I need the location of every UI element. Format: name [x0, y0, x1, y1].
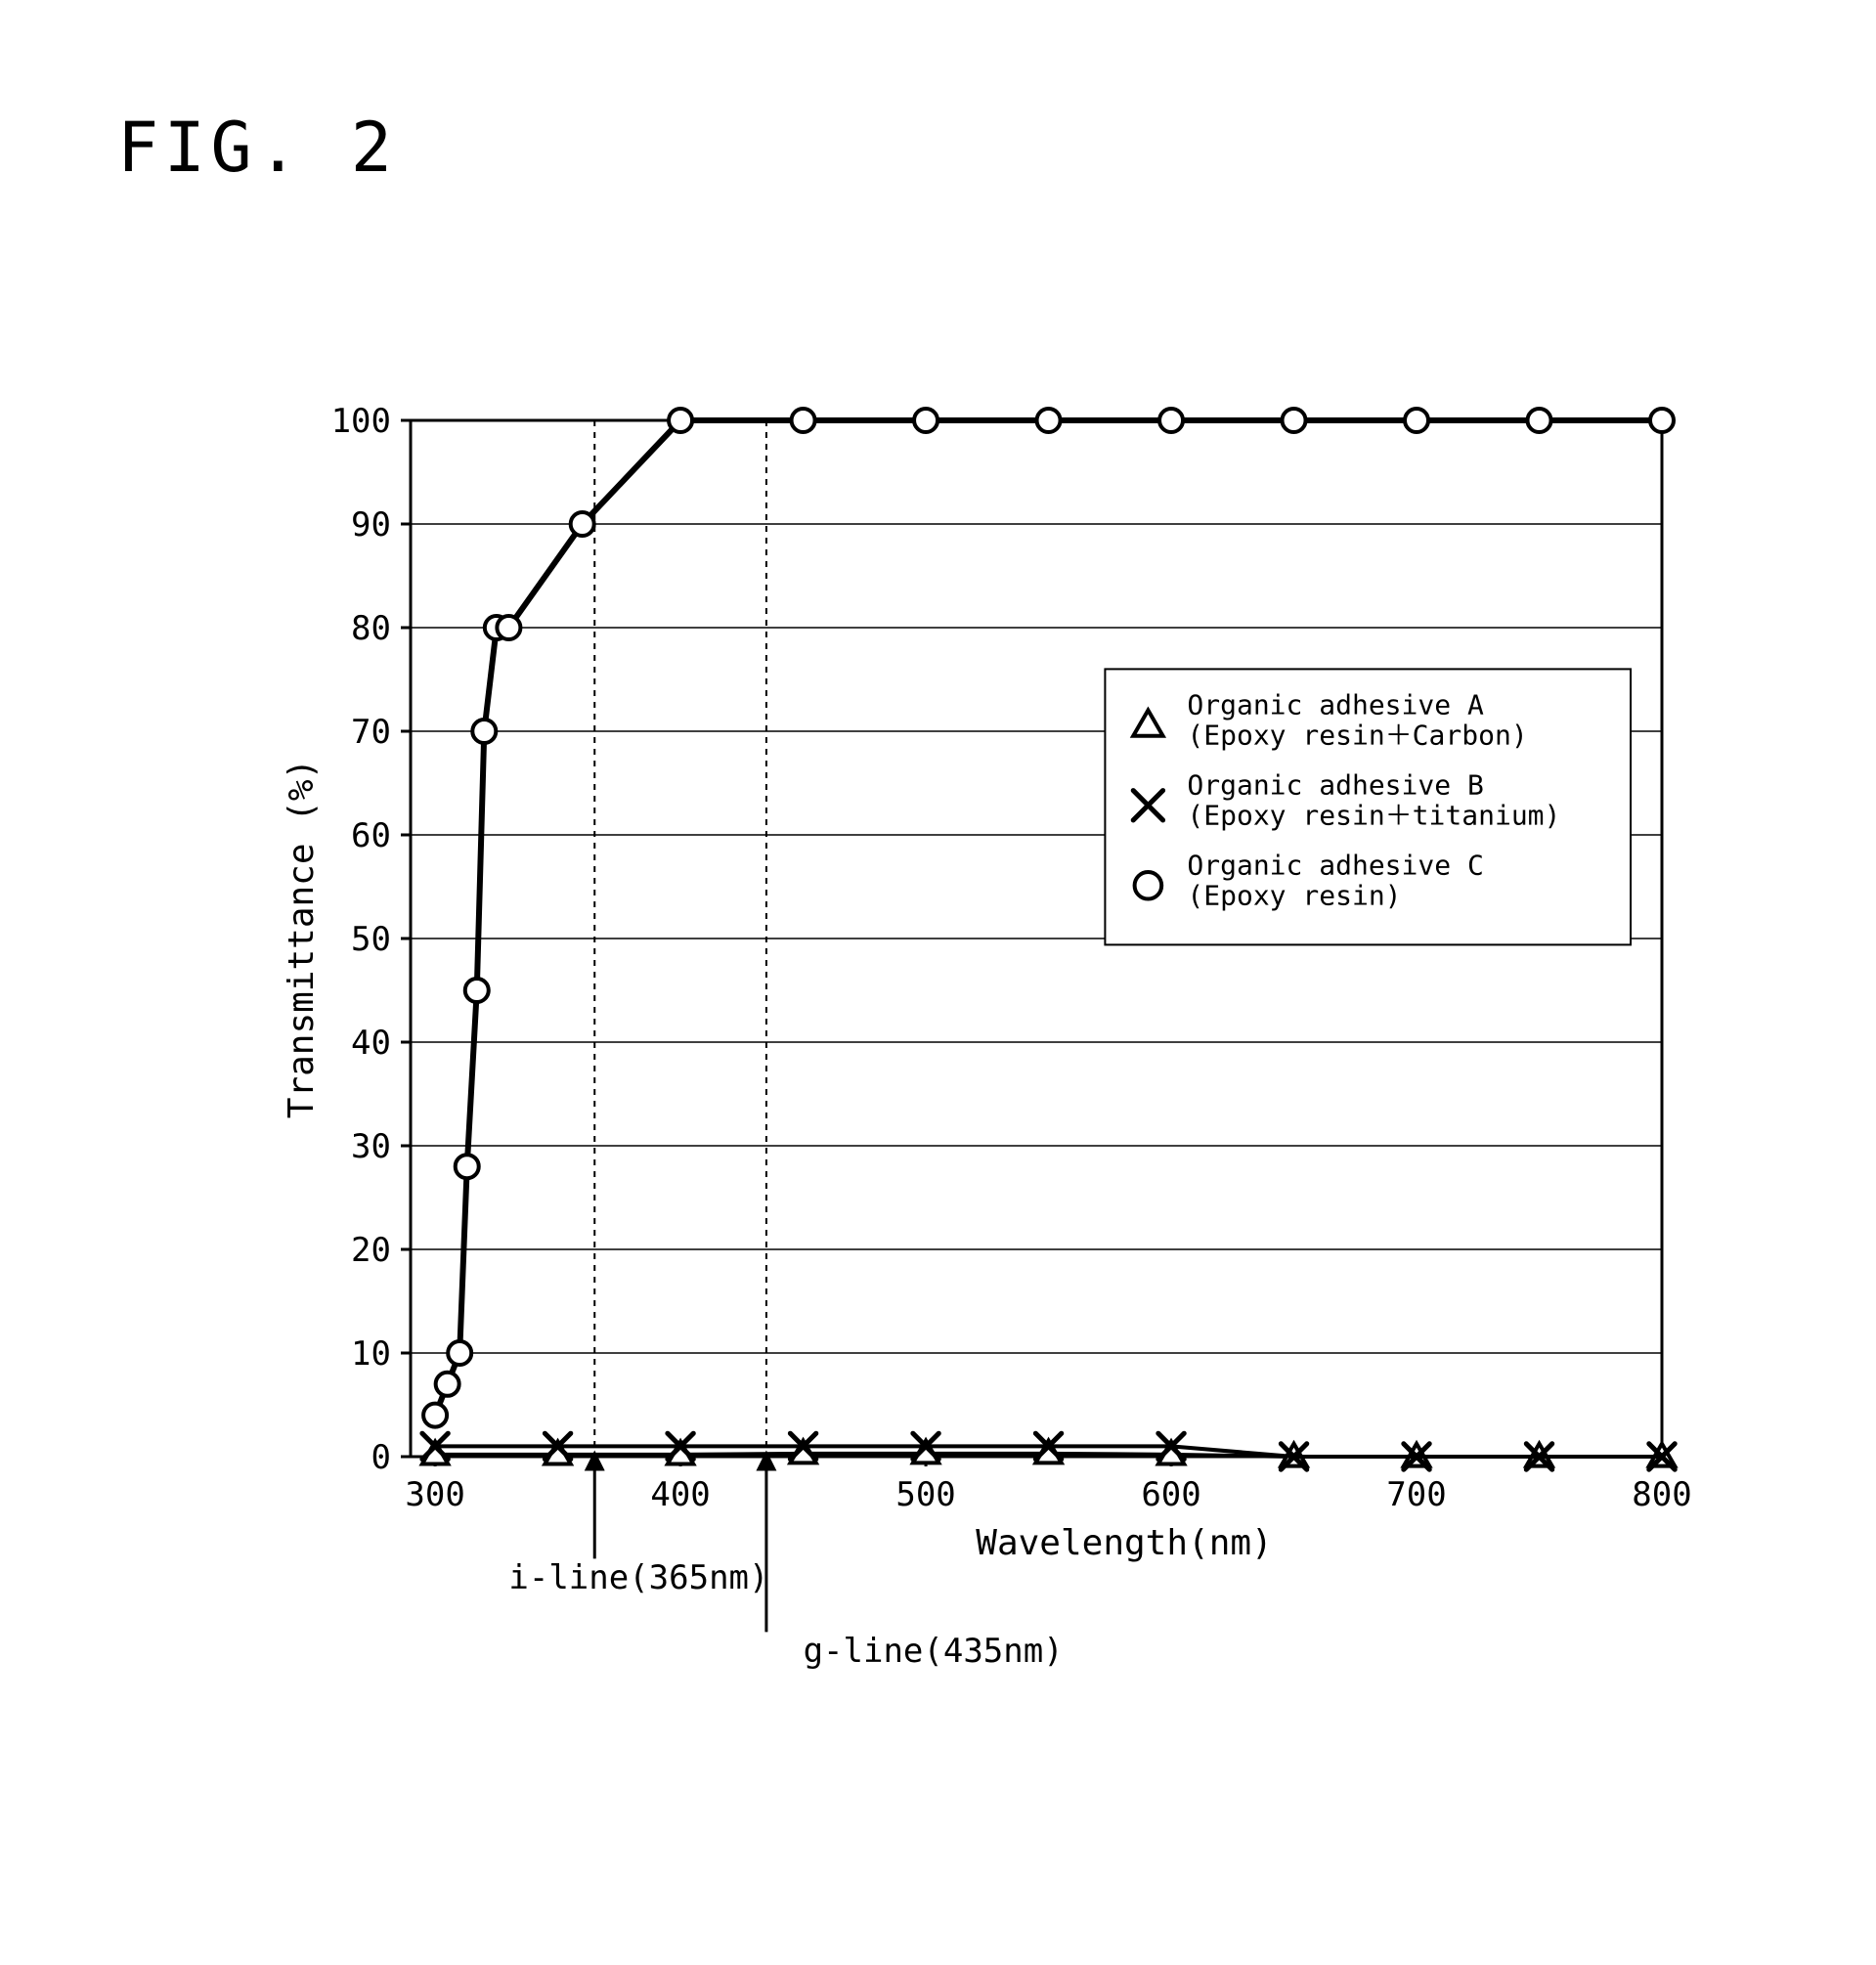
svg-text:Transmittance (%): Transmittance (%) [282, 759, 322, 1118]
svg-text:(Epoxy resin＋Carbon): (Epoxy resin＋Carbon) [1187, 720, 1527, 752]
svg-text:Organic adhesive A: Organic adhesive A [1187, 688, 1484, 720]
svg-text:40: 40 [351, 1024, 391, 1063]
svg-text:400: 400 [650, 1475, 710, 1514]
svg-text:700: 700 [1386, 1475, 1446, 1514]
svg-text:(Epoxy resin): (Epoxy resin) [1187, 880, 1401, 912]
svg-text:60: 60 [351, 816, 391, 855]
svg-text:0: 0 [371, 1438, 391, 1477]
figure-label: FIG. 2 [117, 108, 397, 188]
svg-text:600: 600 [1141, 1475, 1200, 1514]
svg-text:(Epoxy resin＋titanium): (Epoxy resin＋titanium) [1187, 800, 1560, 832]
legend: Organic adhesive A(Epoxy resin＋Carbon) Or… [1105, 669, 1631, 944]
svg-text:50: 50 [351, 920, 391, 959]
transmittance-chart: 300 400 500 600 700 800 Wavelength(nm) 0 10 20 30 4… [196, 381, 1701, 1789]
svg-text:800: 800 [1632, 1475, 1691, 1514]
svg-text:Organic adhesive B: Organic adhesive B [1187, 768, 1483, 801]
svg-text:Wavelength(nm): Wavelength(nm) [976, 1523, 1272, 1563]
svg-text:g-line(435nm): g-line(435nm) [804, 1632, 1064, 1671]
page: FIG. 2 300 400 500 600 700 800 Wavelength(nm) 0… [0, 0, 1876, 1965]
svg-text:30: 30 [351, 1127, 391, 1166]
svg-text:80: 80 [351, 609, 391, 648]
svg-text:100: 100 [331, 402, 391, 441]
svg-text:500: 500 [895, 1475, 955, 1514]
svg-text:70: 70 [351, 713, 391, 752]
svg-text:10: 10 [351, 1334, 391, 1374]
svg-text:20: 20 [351, 1231, 391, 1270]
svg-text:i-line(365nm): i-line(365nm) [508, 1558, 768, 1597]
svg-text:300: 300 [405, 1475, 464, 1514]
svg-text:90: 90 [351, 505, 391, 545]
svg-text:Organic adhesive C: Organic adhesive C [1187, 849, 1483, 881]
